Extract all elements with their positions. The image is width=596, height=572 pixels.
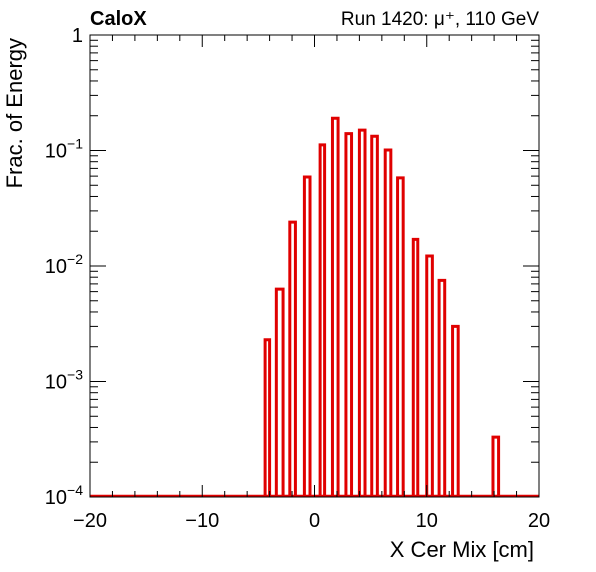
x-tick-label: 10 bbox=[416, 510, 438, 532]
y-tick-label: 10−2 bbox=[45, 251, 83, 278]
x-tick-label: −10 bbox=[185, 510, 219, 532]
y-tick-label: 10−1 bbox=[45, 136, 83, 163]
brand-label: CaloX bbox=[90, 8, 147, 30]
histogram-bar-10 bbox=[396, 176, 405, 496]
histogram-bars bbox=[90, 116, 539, 498]
y-axis-label: Frac. of Energy bbox=[2, 38, 27, 188]
run-info-label: Run 1420: μ⁺, 110 GeV bbox=[341, 9, 539, 30]
histogram-bar-15 bbox=[491, 435, 501, 496]
y-axis-ticks: 10−4 10−3 10−2 10−1 1 bbox=[45, 25, 539, 509]
histogram-bar-12 bbox=[425, 254, 434, 496]
x-tick-label: 0 bbox=[309, 510, 320, 532]
histogram-bar-2 bbox=[288, 220, 297, 496]
histogram-bar-9 bbox=[383, 148, 393, 496]
histogram-bar-5 bbox=[330, 116, 340, 496]
x-axis-ticks: −20 −10 0 10 20 bbox=[73, 35, 550, 532]
histogram-bar-8 bbox=[370, 134, 379, 496]
histogram-bar-0 bbox=[263, 338, 272, 496]
histogram-bar-13 bbox=[437, 278, 447, 496]
histogram-bar-14 bbox=[451, 324, 460, 496]
histogram-bar-1 bbox=[274, 287, 285, 496]
x-axis-label: X Cer Mix [cm] bbox=[390, 537, 534, 562]
histogram-bar-4 bbox=[318, 143, 327, 496]
x-tick-label: 20 bbox=[528, 510, 550, 532]
plot-frame bbox=[89, 34, 540, 498]
y-tick-label: 10−4 bbox=[45, 482, 83, 509]
y-tick-label: 10−3 bbox=[45, 367, 83, 394]
histogram-bar-7 bbox=[357, 128, 367, 496]
y-tick-label: 1 bbox=[72, 25, 83, 47]
histogram-bar-6 bbox=[344, 132, 354, 496]
histogram-bar-11 bbox=[411, 237, 420, 496]
histogram-bar-3 bbox=[302, 175, 312, 496]
x-tick-label: −20 bbox=[73, 510, 107, 532]
